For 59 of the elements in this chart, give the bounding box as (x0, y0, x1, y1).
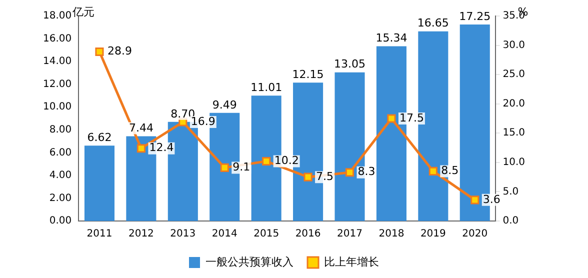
point (262, 156, 271, 166)
y-tick-label: 10.00 (42, 102, 72, 113)
point (470, 196, 480, 204)
y-tick-label: 4.00 (49, 170, 72, 182)
x-tick-label: 2014 (212, 228, 238, 240)
y-tick-label: 16.00 (42, 33, 72, 44)
point (220, 163, 229, 172)
y-tick-label: 0.00 (49, 216, 72, 227)
data-label: 7.5 (316, 170, 334, 183)
x-tick-label: 2011 (86, 228, 112, 240)
y2-tick-label: 15.0 (502, 128, 525, 139)
point (387, 114, 396, 123)
data-label: 9.49 (212, 98, 237, 112)
y2-tick-label: 25.0 (502, 69, 525, 80)
data-label: 12.15 (292, 68, 324, 81)
data-label: 8.3 (358, 165, 376, 178)
y2-tick-label: 20.0 (502, 98, 525, 110)
y-tick-label: 14.00 (42, 56, 72, 68)
x-tick-label: 2018 (378, 228, 404, 240)
data-label: 28.9 (107, 44, 132, 58)
y-axis-title: 亿元 (72, 5, 95, 18)
data-label: 3.6 (482, 192, 500, 206)
data-label: 7.44 (128, 122, 154, 135)
x-tick-label: 2019 (420, 228, 446, 240)
y2-tick-label: 10.0 (502, 157, 525, 168)
data-label: 17.25 (459, 10, 491, 23)
point (428, 166, 438, 176)
data-label: 10.2 (274, 154, 299, 168)
data-label: 8.5 (441, 164, 459, 178)
y-tick-label: 2.00 (49, 192, 72, 204)
data-label: 15.34 (376, 32, 408, 45)
y-tick-label: 12.00 (42, 78, 72, 90)
y-tick-label: 8.00 (49, 124, 72, 136)
point (136, 144, 146, 153)
data-label: 6.62 (87, 130, 112, 144)
point (304, 172, 312, 182)
point (345, 168, 354, 177)
y2-tick-label: 5.0 (502, 186, 519, 198)
point (95, 47, 104, 56)
bar (84, 146, 114, 221)
y2-tick-label: 0.0 (502, 216, 519, 227)
legend-label: 比上年增长 (324, 255, 379, 268)
y-tick-label: 6.00 (49, 147, 72, 158)
x-tick-label: 2020 (462, 228, 488, 240)
legend-label: 一般公共预算收入 (206, 255, 294, 268)
data-label: 17.5 (399, 111, 424, 124)
data-label: 11.01 (250, 80, 282, 94)
data-label: 12.4 (149, 141, 174, 154)
y-tick-label: 18.00 (42, 10, 72, 22)
data-label: 13.05 (334, 58, 366, 71)
x-tick-label: 2012 (128, 228, 154, 240)
x-tick-label: 2017 (337, 228, 362, 240)
x-tick-label: 2016 (295, 228, 321, 240)
data-label: 16.65 (417, 16, 449, 30)
x-tick-label: 2015 (254, 228, 280, 240)
x-tick-label: 2013 (170, 228, 196, 240)
y2-tick-label: 30.0 (502, 40, 525, 51)
data-label: 9.1 (232, 160, 250, 174)
data-label: 16.9 (190, 114, 216, 128)
